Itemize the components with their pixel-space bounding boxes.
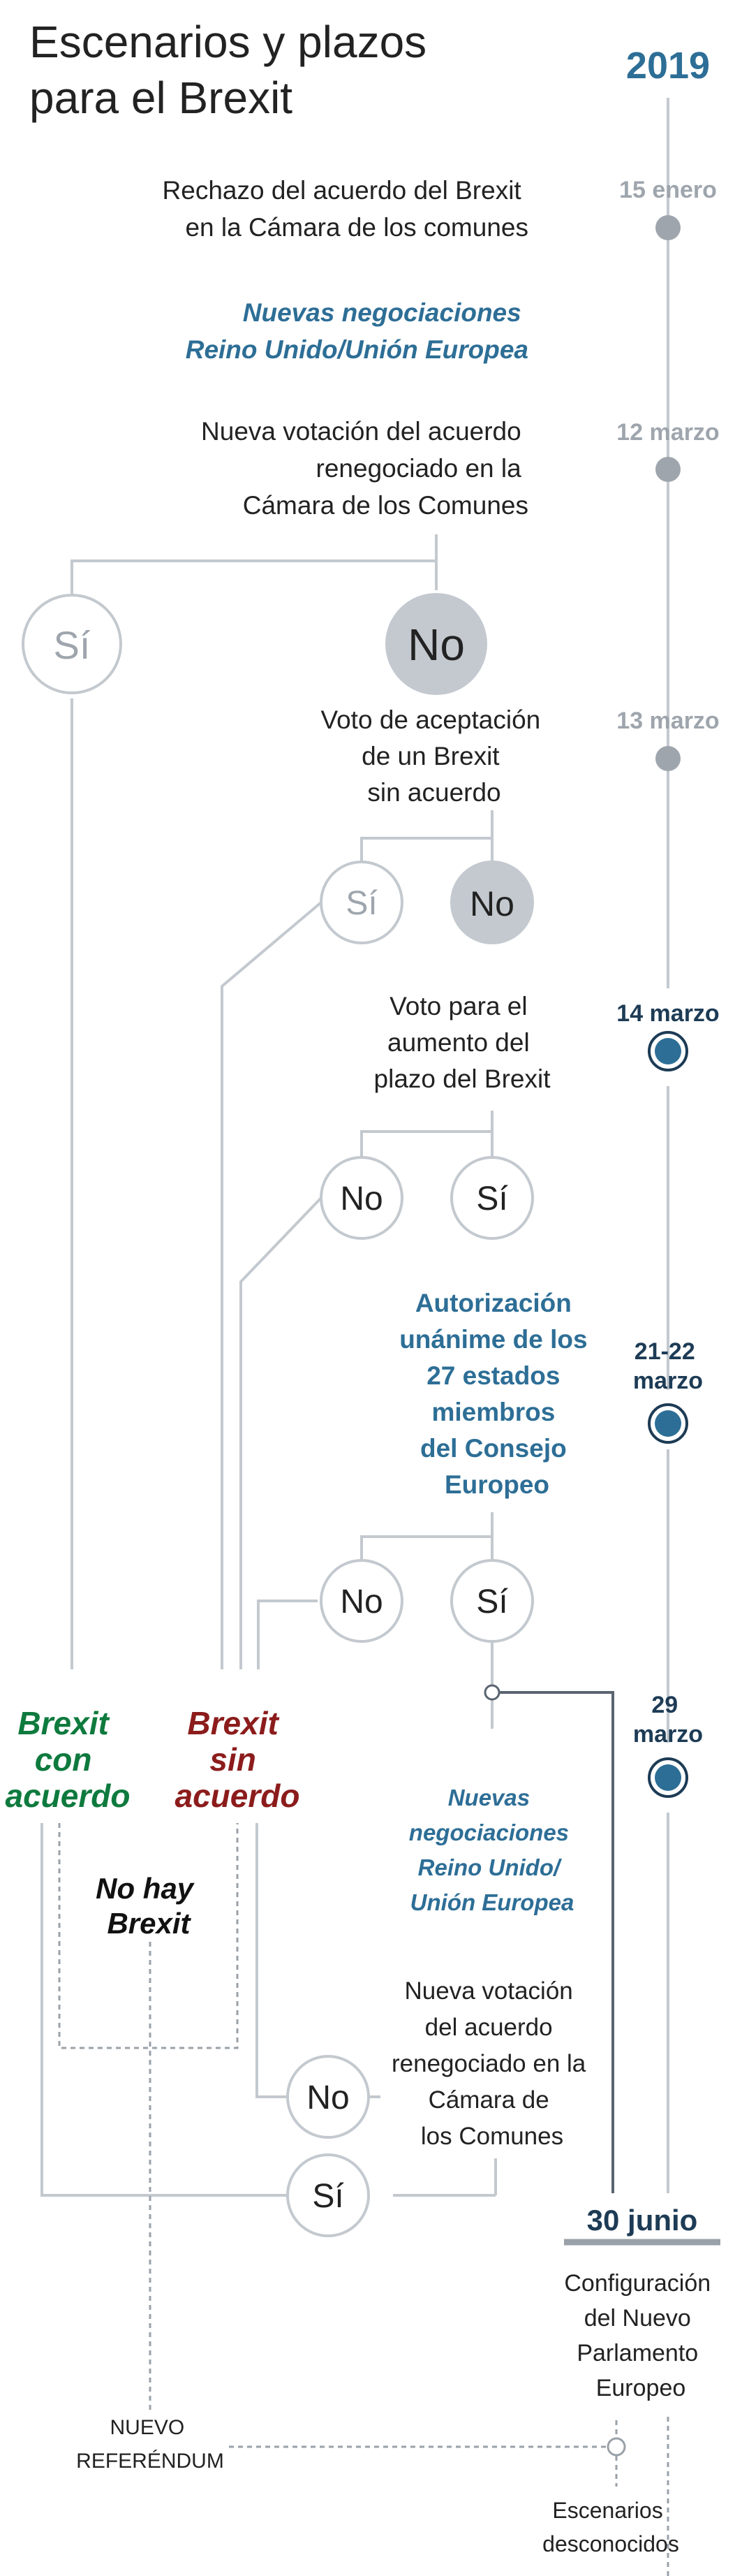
no-circle-5: [286, 2055, 370, 2139]
text-configuracion: Configuración del Nuevo Parlamento Europ…: [564, 2270, 717, 2401]
text-voto-plazo: Voto para el aumento del plazo del Brexi…: [374, 992, 551, 1093]
text-rechazo: Rechazo del acuerdo del Brexit en la Cám…: [163, 176, 528, 242]
connector-lines: [40, 98, 669, 2197]
no-label-3: No: [340, 1180, 383, 1217]
si-label-4: Sí: [476, 1583, 508, 1620]
text-votacion-1: Nueva votación del acuerdo renegociado e…: [201, 417, 528, 520]
si-circle-3: [450, 1156, 534, 1240]
si-circle-1: [22, 594, 122, 694]
date-29-marzo: 29 marzo: [633, 1692, 703, 1748]
no-label-1: No: [408, 620, 465, 670]
small-node-bottom: [607, 2437, 626, 2457]
date-21-22-marzo: 21-22 marzo: [633, 1338, 703, 1394]
outcome-brexit-sin-acuerdo: Brexit sin acuerdo: [175, 1705, 300, 1814]
small-node: [484, 1684, 500, 1701]
si-circle-5: [286, 2153, 370, 2237]
date-15-enero: 15 enero: [619, 177, 717, 203]
text-desconocidos: Escenarios desconocidos: [542, 2498, 679, 2556]
descriptions: Rechazo del acuerdo del Brexit en la Cám…: [76, 176, 717, 2556]
text-autorizacion: Autorización unánime de los 27 estados m…: [399, 1289, 595, 1499]
text-voto-sin-acuerdo: Voto de aceptación de un Brexit sin acue…: [320, 705, 547, 807]
outcome-brexit-con-acuerdo: Brexit con acuerdo: [6, 1705, 131, 1814]
no-circle-4: [320, 1559, 403, 1643]
timeline-dates: 15 enero 12 marzo 13 marzo 14 marzo 21-2…: [587, 177, 720, 2237]
text-votacion-2: Nueva votación del acuerdo renegociado e…: [392, 1977, 593, 2150]
date-14-marzo: 14 marzo: [616, 1000, 719, 1027]
si-circle-4: [450, 1559, 534, 1643]
timeline-dots: [648, 215, 688, 1798]
date-30-junio: 30 junio: [587, 2204, 698, 2237]
text-referendum: NUEVO REFERÉNDUM: [76, 2416, 224, 2473]
year-label: 2019: [626, 45, 710, 87]
date-13-marzo: 13 marzo: [616, 708, 719, 734]
si-label-3: Sí: [476, 1180, 508, 1217]
dashed-lines: [58, 1823, 669, 2576]
outcomes: Brexit con acuerdo Brexit sin acuerdo No…: [6, 1705, 300, 1940]
no-label-5: No: [306, 2079, 349, 2116]
outcome-no-hay-brexit: No hay Brexit: [96, 1872, 202, 1940]
date-12-marzo: 12 marzo: [616, 419, 719, 446]
si-label-2: Sí: [346, 885, 378, 922]
circle-labels: Sí No Sí No No Sí No Sí No Sí: [54, 620, 514, 2215]
dark-line: [499, 1691, 614, 2193]
no-circle-1: [385, 593, 487, 695]
no-circle-2: [450, 861, 534, 944]
si-label-1: Sí: [54, 623, 91, 667]
no-label-4: No: [340, 1583, 383, 1620]
no-label-2: No: [470, 884, 514, 923]
text-negociaciones-1: Nuevas negociaciones Reino Unido/Unión E…: [186, 298, 528, 364]
page-title: Escenarios y plazos para el Brexit: [29, 17, 439, 123]
no-circle-3: [320, 1156, 403, 1240]
si-label-5: Sí: [312, 2178, 344, 2215]
decision-circles: [22, 593, 534, 2237]
si-circle-2: [320, 861, 403, 944]
text-negociaciones-2: Nuevas negociaciones Reino Unido/ Unión …: [409, 1785, 575, 1915]
